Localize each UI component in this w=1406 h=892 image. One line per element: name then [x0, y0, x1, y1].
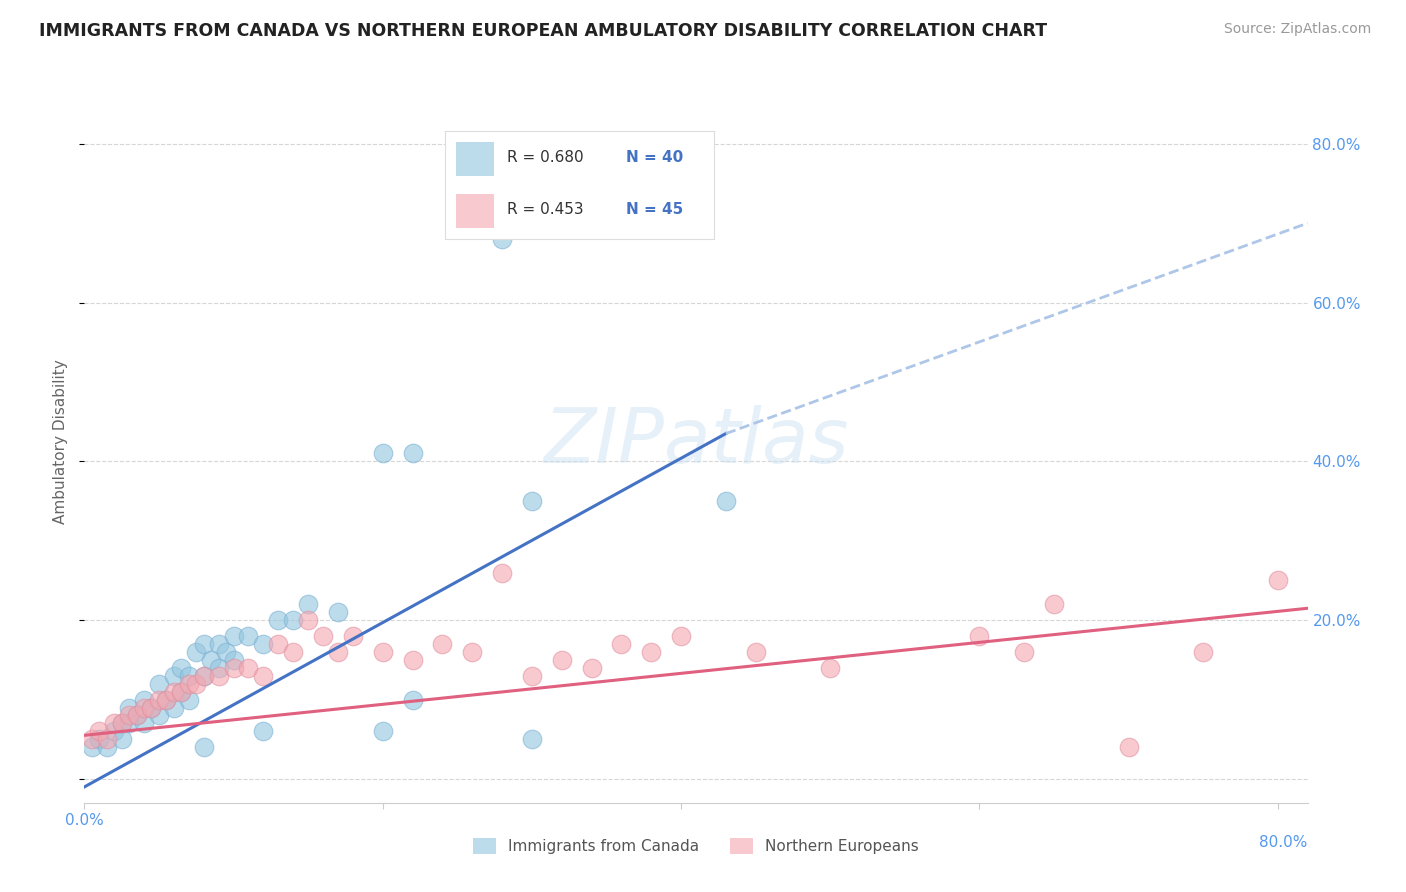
- Point: [818, 661, 841, 675]
- Point: [551, 653, 574, 667]
- Point: [401, 692, 423, 706]
- Point: [200, 653, 222, 667]
- Point: [252, 669, 274, 683]
- Point: [432, 637, 454, 651]
- Point: [170, 661, 193, 675]
- Point: [141, 700, 163, 714]
- Point: [1118, 740, 1140, 755]
- Legend: Immigrants from Canada, Northern Europeans: Immigrants from Canada, Northern Europea…: [467, 832, 925, 860]
- Point: [326, 645, 349, 659]
- Point: [111, 732, 134, 747]
- Point: [312, 629, 335, 643]
- Point: [401, 446, 423, 460]
- Point: [80, 732, 103, 747]
- Point: [118, 708, 141, 723]
- Point: [125, 708, 148, 723]
- Point: [520, 669, 543, 683]
- Point: [520, 732, 543, 747]
- Point: [170, 684, 193, 698]
- Point: [610, 637, 633, 651]
- Text: ZIPatlas: ZIPatlas: [543, 405, 849, 478]
- Point: [89, 724, 111, 739]
- Point: [581, 661, 603, 675]
- Point: [371, 724, 394, 739]
- Point: [714, 494, 737, 508]
- Point: [163, 669, 186, 683]
- Point: [371, 645, 394, 659]
- Point: [103, 724, 125, 739]
- Point: [283, 645, 305, 659]
- Point: [1267, 574, 1289, 588]
- Point: [401, 653, 423, 667]
- Y-axis label: Ambulatory Disability: Ambulatory Disability: [53, 359, 69, 524]
- Point: [141, 700, 163, 714]
- Point: [342, 629, 364, 643]
- Point: [215, 645, 238, 659]
- Point: [155, 692, 177, 706]
- Point: [177, 692, 200, 706]
- Point: [132, 692, 155, 706]
- Point: [148, 708, 170, 723]
- Point: [118, 700, 141, 714]
- Point: [222, 653, 245, 667]
- Point: [177, 676, 200, 690]
- Point: [744, 645, 766, 659]
- Point: [80, 740, 103, 755]
- Point: [186, 676, 208, 690]
- Text: Source: ZipAtlas.com: Source: ZipAtlas.com: [1223, 22, 1371, 37]
- Point: [193, 669, 215, 683]
- Point: [491, 232, 513, 246]
- Point: [125, 708, 148, 723]
- Point: [252, 637, 274, 651]
- Point: [163, 700, 186, 714]
- Point: [193, 740, 215, 755]
- Point: [163, 684, 186, 698]
- Point: [155, 692, 177, 706]
- Point: [177, 669, 200, 683]
- Point: [132, 700, 155, 714]
- Point: [1192, 645, 1215, 659]
- Point: [170, 684, 193, 698]
- Point: [461, 645, 484, 659]
- Point: [1012, 645, 1035, 659]
- Point: [118, 716, 141, 731]
- Point: [207, 637, 229, 651]
- Point: [491, 566, 513, 580]
- Point: [111, 716, 134, 731]
- Point: [193, 637, 215, 651]
- Point: [222, 629, 245, 643]
- Point: [238, 629, 260, 643]
- Point: [132, 716, 155, 731]
- Point: [669, 629, 692, 643]
- Point: [193, 669, 215, 683]
- Text: IMMIGRANTS FROM CANADA VS NORTHERN EUROPEAN AMBULATORY DISABILITY CORRELATION CH: IMMIGRANTS FROM CANADA VS NORTHERN EUROP…: [39, 22, 1047, 40]
- Point: [148, 676, 170, 690]
- Point: [520, 494, 543, 508]
- Point: [186, 645, 208, 659]
- Point: [207, 661, 229, 675]
- Point: [297, 597, 319, 611]
- Point: [297, 613, 319, 627]
- Point: [103, 716, 125, 731]
- Point: [371, 446, 394, 460]
- Point: [96, 740, 118, 755]
- Point: [207, 669, 229, 683]
- Point: [283, 613, 305, 627]
- Point: [148, 692, 170, 706]
- Point: [89, 732, 111, 747]
- Point: [267, 613, 290, 627]
- Point: [238, 661, 260, 675]
- Point: [111, 716, 134, 731]
- Point: [326, 605, 349, 619]
- Point: [222, 661, 245, 675]
- Point: [969, 629, 991, 643]
- Point: [267, 637, 290, 651]
- Text: 80.0%: 80.0%: [1260, 835, 1308, 850]
- Point: [640, 645, 662, 659]
- Point: [96, 732, 118, 747]
- Point: [1043, 597, 1066, 611]
- Point: [252, 724, 274, 739]
